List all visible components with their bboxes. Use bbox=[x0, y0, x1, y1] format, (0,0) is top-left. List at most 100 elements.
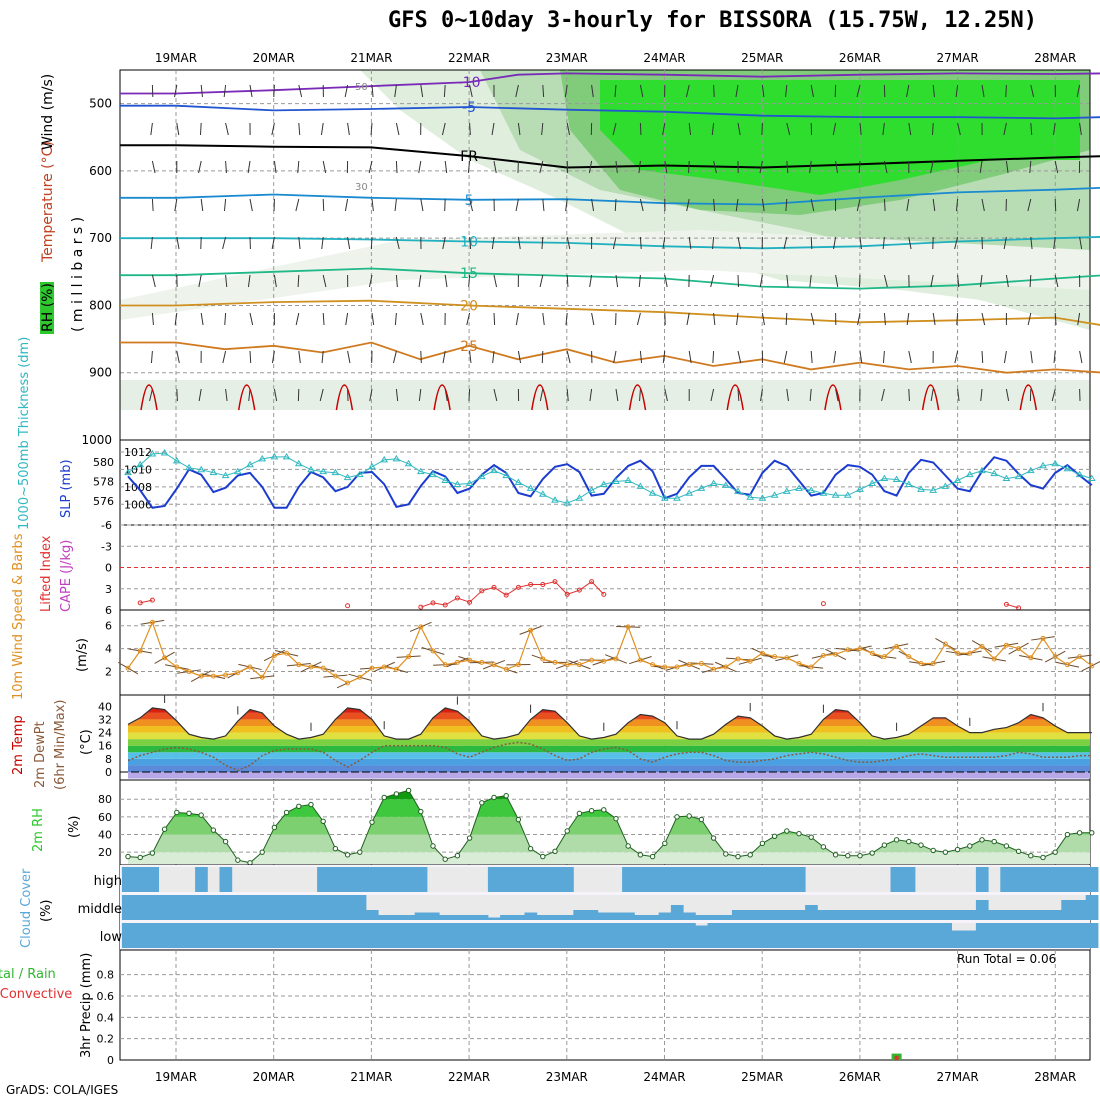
wind-barb bbox=[710, 274, 715, 288]
rh2m-marker bbox=[918, 842, 924, 848]
temperature-tick-label: 8 bbox=[105, 753, 112, 766]
wind-barb bbox=[882, 122, 885, 136]
wind-barb bbox=[932, 84, 935, 98]
wind-barb bbox=[420, 350, 422, 364]
wind-barb bbox=[1051, 388, 1056, 402]
convective-contour bbox=[726, 384, 744, 411]
lifted-index-marker bbox=[576, 587, 582, 593]
wind10-tick-label: 4 bbox=[105, 643, 112, 656]
rh2m-marker bbox=[893, 837, 900, 843]
cloud-bar-low bbox=[1061, 923, 1074, 948]
lifted-index-marker bbox=[418, 604, 424, 610]
thickness-marker bbox=[929, 486, 938, 493]
cloud-bar-low bbox=[817, 923, 830, 948]
cloud-bar-middle bbox=[963, 910, 977, 920]
cloud-bar-middle bbox=[646, 915, 660, 920]
rh2m-marker bbox=[906, 838, 912, 845]
thickness-marker bbox=[990, 469, 999, 477]
cloud-bar-low bbox=[1049, 923, 1062, 948]
temperature-tick-label: 16 bbox=[98, 740, 112, 753]
wind-barb bbox=[639, 236, 642, 250]
slp-tick-label: 1010 bbox=[124, 463, 152, 476]
wind-barb bbox=[443, 84, 446, 98]
wind10-marker bbox=[772, 654, 778, 660]
cloud-bar-high bbox=[780, 867, 794, 892]
rh2m-units-label: (%) bbox=[67, 816, 82, 839]
wind-barb bbox=[591, 198, 595, 212]
wind-barb bbox=[150, 350, 153, 364]
wind-barb bbox=[539, 160, 544, 174]
thickness-marker bbox=[172, 456, 181, 464]
cloud-bar-low bbox=[378, 923, 391, 948]
cloud-bar-high bbox=[744, 867, 757, 892]
cloud-layer-label: low bbox=[100, 930, 123, 945]
wind-barb bbox=[541, 236, 544, 250]
wind-barb bbox=[636, 312, 641, 326]
wind-barb bbox=[761, 84, 765, 98]
rh2m-axis-label: 2m RH bbox=[31, 808, 46, 852]
rh2m-marker bbox=[820, 844, 827, 850]
rh2m-marker bbox=[552, 848, 558, 854]
lifted-index-marker bbox=[515, 584, 521, 590]
thickness-marker bbox=[429, 470, 437, 478]
slp-axis-label: SLP (mb) bbox=[59, 459, 74, 518]
wind-barb bbox=[1030, 236, 1033, 250]
thickness-marker bbox=[477, 472, 486, 480]
wind-barb bbox=[321, 350, 324, 364]
rh2m-marker bbox=[845, 853, 851, 859]
cloud-bar-low bbox=[1085, 923, 1099, 948]
thickness-marker bbox=[197, 465, 206, 473]
cloud-layer-bg bbox=[130, 867, 1090, 892]
rh2m-marker bbox=[771, 833, 778, 839]
wind-barb bbox=[688, 236, 692, 250]
wind10-marker bbox=[381, 664, 387, 670]
cloud-bar-middle bbox=[195, 895, 208, 920]
temperature-band bbox=[128, 745, 1090, 753]
wind10-marker bbox=[735, 656, 741, 662]
wind-barb bbox=[761, 312, 765, 326]
cloud-bar-middle bbox=[451, 915, 464, 920]
wind10-marker bbox=[528, 627, 534, 633]
precip-tick-label: 0.2 bbox=[97, 1033, 115, 1046]
wind-barb bbox=[810, 350, 813, 364]
wind-barb bbox=[589, 274, 593, 288]
thickness-marker bbox=[746, 493, 755, 500]
thickness-marker bbox=[575, 494, 584, 501]
wind-barb bbox=[954, 236, 959, 250]
wind-barb bbox=[1030, 122, 1033, 136]
day-label-bottom: 25MAR bbox=[741, 1070, 783, 1084]
thickness-marker bbox=[392, 454, 401, 462]
thickness-marker bbox=[624, 476, 633, 484]
cloud-bar-middle bbox=[1085, 895, 1099, 920]
lifted-index-marker bbox=[820, 601, 826, 607]
rh2m-marker bbox=[418, 808, 424, 815]
cloud-bar-low bbox=[134, 923, 147, 948]
wind10-marker bbox=[845, 647, 851, 653]
wind10-marker bbox=[503, 666, 509, 672]
cloud-bar-high bbox=[548, 867, 562, 892]
cloud-bar-low bbox=[744, 923, 757, 948]
cloud-bar-low bbox=[731, 923, 745, 948]
wind10-marker bbox=[711, 666, 717, 672]
isotherm-line bbox=[120, 104, 1100, 120]
wind-barb bbox=[151, 312, 154, 326]
wind-barb bbox=[686, 312, 690, 326]
minmax-axis-label: (6hr Min/Max) bbox=[53, 700, 68, 790]
wind10-marker bbox=[320, 665, 326, 671]
cloud-bar-middle bbox=[500, 915, 513, 920]
wind-barb bbox=[786, 274, 789, 288]
thickness-marker bbox=[270, 452, 279, 460]
lifted-index-axis-label: Lifted Index bbox=[39, 535, 54, 612]
rh2m-marker bbox=[430, 843, 436, 849]
temperature-units-label: (°C) bbox=[79, 729, 94, 755]
wind10-marker bbox=[820, 653, 826, 659]
wind-barb bbox=[1003, 350, 1007, 364]
rh2m-tick-label: 40 bbox=[98, 829, 112, 842]
cloud-bar-low bbox=[573, 923, 586, 948]
day-label-top: 28MAR bbox=[1034, 51, 1076, 65]
rh2m-marker bbox=[1028, 853, 1034, 859]
cloud-bar-high bbox=[658, 867, 672, 892]
wind-barb bbox=[688, 122, 692, 136]
wind-barb bbox=[882, 236, 885, 250]
wind-barb bbox=[612, 122, 617, 136]
